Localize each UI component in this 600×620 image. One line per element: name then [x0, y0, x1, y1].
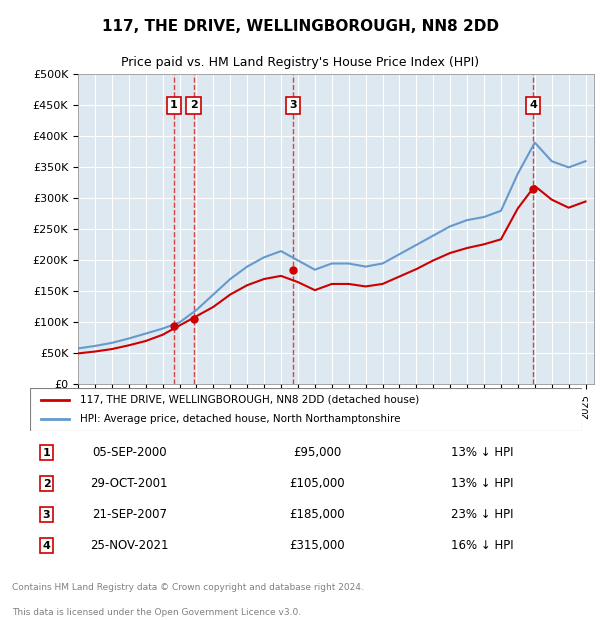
Text: Price paid vs. HM Land Registry's House Price Index (HPI): Price paid vs. HM Land Registry's House …	[121, 56, 479, 69]
Text: £315,000: £315,000	[289, 539, 345, 552]
Text: £95,000: £95,000	[293, 446, 341, 459]
Text: 3: 3	[43, 510, 50, 520]
Text: 117, THE DRIVE, WELLINGBOROUGH, NN8 2DD: 117, THE DRIVE, WELLINGBOROUGH, NN8 2DD	[101, 19, 499, 33]
Text: 13% ↓ HPI: 13% ↓ HPI	[451, 477, 514, 490]
Text: 2: 2	[43, 479, 50, 489]
Text: £185,000: £185,000	[289, 508, 345, 521]
Text: 4: 4	[529, 100, 537, 110]
Text: 21-SEP-2007: 21-SEP-2007	[92, 508, 167, 521]
Text: 2: 2	[190, 100, 197, 110]
Text: Contains HM Land Registry data © Crown copyright and database right 2024.: Contains HM Land Registry data © Crown c…	[12, 583, 364, 592]
Text: 117, THE DRIVE, WELLINGBOROUGH, NN8 2DD (detached house): 117, THE DRIVE, WELLINGBOROUGH, NN8 2DD …	[80, 395, 419, 405]
Text: 4: 4	[43, 541, 50, 551]
Text: 05-SEP-2000: 05-SEP-2000	[92, 446, 167, 459]
Text: 1: 1	[43, 448, 50, 458]
Text: 13% ↓ HPI: 13% ↓ HPI	[451, 446, 514, 459]
Text: 16% ↓ HPI: 16% ↓ HPI	[451, 539, 514, 552]
Text: £105,000: £105,000	[289, 477, 345, 490]
Text: 1: 1	[170, 100, 178, 110]
Text: HPI: Average price, detached house, North Northamptonshire: HPI: Average price, detached house, Nort…	[80, 414, 400, 423]
FancyBboxPatch shape	[30, 388, 582, 431]
Text: 25-NOV-2021: 25-NOV-2021	[90, 539, 169, 552]
Text: This data is licensed under the Open Government Licence v3.0.: This data is licensed under the Open Gov…	[12, 608, 301, 617]
Text: 29-OCT-2001: 29-OCT-2001	[91, 477, 168, 490]
Text: 23% ↓ HPI: 23% ↓ HPI	[451, 508, 514, 521]
Text: 3: 3	[289, 100, 297, 110]
